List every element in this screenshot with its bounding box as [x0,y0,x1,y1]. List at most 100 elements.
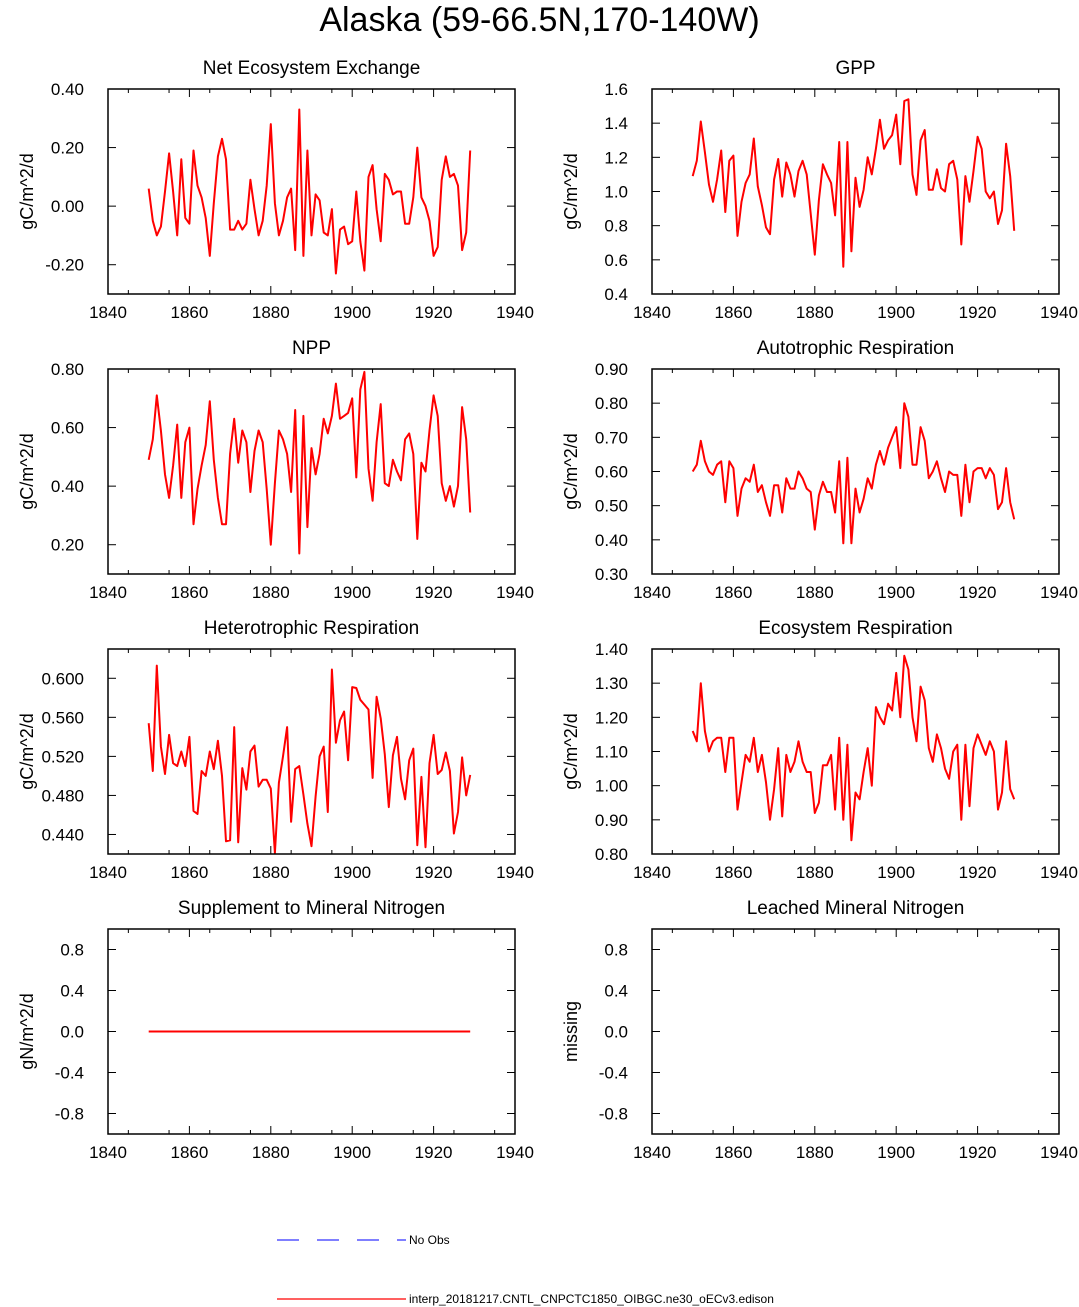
x-tick-label: 1940 [496,583,534,602]
series-line [691,98,1016,268]
x-tick-label: 1860 [714,583,752,602]
x-tick-label: 1880 [796,303,834,322]
x-tick-label: 1900 [333,1143,371,1162]
x-tick-label: 1840 [633,863,671,882]
x-tick-label: 1920 [959,863,997,882]
x-tick-label: 1880 [252,303,290,322]
x-tick-label: 1900 [333,303,371,322]
x-tick-label: 1900 [333,583,371,602]
chart-panel: Net Ecosystem Exchange gC/m^2/d 1840 1860 18… [17,58,534,322]
x-tick-label: 1840 [633,303,671,322]
x-tick-label: 1880 [796,583,834,602]
chart-title: Leached Mineral Nitrogen [747,898,965,919]
chart-panel: Leached Mineral Nitrogen missing 1840 1860 1… [561,898,1078,1162]
chart-title: Heterotrophic Respiration [204,618,419,639]
x-tick-label: 1860 [170,583,208,602]
y-tick-label: 1.0 [604,183,628,202]
y-tick-label: 0.480 [41,786,84,805]
chart-panel: Autotrophic Respiration gC/m^2/d 1840 1860 1… [561,338,1078,602]
y-tick-label: 0.440 [41,825,84,844]
y-tick-label: 1.10 [595,743,628,762]
legend: No Obs interp_20181217.CNTL_CNPCTC1850_O… [277,1233,774,1306]
chart-title: Supplement to Mineral Nitrogen [178,898,445,919]
plot-frame [107,88,516,295]
x-tick-label: 1940 [1040,1143,1078,1162]
x-tick-label: 1900 [877,863,915,882]
y-tick-label: 1.00 [595,777,628,796]
y-tick-label: 0.20 [51,536,84,555]
y-tick-label: 0.80 [51,360,84,379]
x-tick-label: 1840 [89,1143,127,1162]
y-tick-label: 0.60 [51,419,84,438]
figure-title: Alaska (59-66.5N,170-140W) [319,1,760,39]
y-tick-label: 0.6 [604,251,628,270]
y-axis-label: gC/m^2/d [561,713,581,789]
plot-frame [107,928,516,1135]
x-tick-label: 1860 [170,1143,208,1162]
y-axis-label: gC/m^2/d [561,433,581,509]
y-tick-label: 0.8 [60,941,84,960]
y-tick-label: -0.8 [599,1105,628,1124]
y-tick-label: 0.60 [595,463,628,482]
x-tick-label: 1880 [252,863,290,882]
x-tick-label: 1900 [877,583,915,602]
plot-frame [651,88,1060,295]
y-tick-label: 1.20 [595,708,628,727]
x-tick-label: 1900 [877,1143,915,1162]
y-tick-label: 1.4 [604,114,628,133]
y-tick-label: 0.50 [595,497,628,516]
y-tick-label: 0.40 [51,80,84,99]
x-tick-label: 1940 [496,1143,534,1162]
y-tick-label: -0.4 [55,1064,84,1083]
x-tick-label: 1880 [252,1143,290,1162]
series-line [691,402,1016,545]
y-tick-label: 1.2 [604,148,628,167]
y-axis-label: gC/m^2/d [17,433,37,509]
x-tick-label: 1860 [714,303,752,322]
x-tick-label: 1900 [333,863,371,882]
chart-panel: NPP gC/m^2/d 1840 1860 1880 1900 1920 1940 0.80 0… [17,338,534,602]
x-tick-label: 1860 [170,303,208,322]
y-tick-label: 0.80 [595,394,628,413]
chart-title: GPP [835,58,875,79]
x-tick-label: 1920 [415,583,453,602]
series-line [147,108,472,275]
legend-label-no-obs: No Obs [409,1233,450,1247]
y-tick-label: 0.520 [41,747,84,766]
x-tick-label: 1940 [496,303,534,322]
x-tick-label: 1880 [796,863,834,882]
y-tick-label: -0.8 [55,1105,84,1124]
plot-frame [651,368,1060,575]
y-tick-label: 0.80 [595,845,628,864]
x-tick-label: 1880 [252,583,290,602]
y-tick-label: 0.8 [604,941,628,960]
y-tick-label: 0.90 [595,811,628,830]
chart-panel: Supplement to Mineral Nitrogen gN/m^2/d 18… [17,898,534,1162]
x-tick-label: 1920 [959,583,997,602]
chart-panel: Heterotrophic Respiration gC/m^2/d 1840 186… [17,618,534,882]
chart-panels: Net Ecosystem Exchange gC/m^2/d 1840 1860 18… [17,58,1078,1162]
x-tick-label: 1860 [170,863,208,882]
x-tick-label: 1840 [633,1143,671,1162]
x-tick-label: 1940 [1040,303,1078,322]
x-tick-label: 1840 [89,303,127,322]
y-tick-label: 1.6 [604,80,628,99]
x-tick-label: 1920 [415,303,453,322]
y-tick-label: 0.8 [604,217,628,236]
plot-frame [107,368,516,575]
y-tick-label: 0.00 [51,197,84,216]
y-tick-label: 0.4 [604,285,628,304]
y-tick-label: 1.40 [595,640,628,659]
y-tick-label: -0.4 [599,1064,628,1083]
y-tick-label: 0.70 [595,428,628,447]
x-tick-label: 1860 [714,1143,752,1162]
y-tick-label: 0.40 [595,531,628,550]
x-tick-label: 1940 [1040,583,1078,602]
chart-title: Net Ecosystem Exchange [203,58,421,79]
chart-panel: Ecosystem Respiration gC/m^2/d 1840 1860 188… [561,618,1078,882]
x-tick-label: 1900 [877,303,915,322]
x-tick-label: 1840 [633,583,671,602]
y-axis-label: missing [561,1001,581,1062]
y-tick-label: 0.0 [604,1023,628,1042]
y-tick-label: 0.30 [595,565,628,584]
